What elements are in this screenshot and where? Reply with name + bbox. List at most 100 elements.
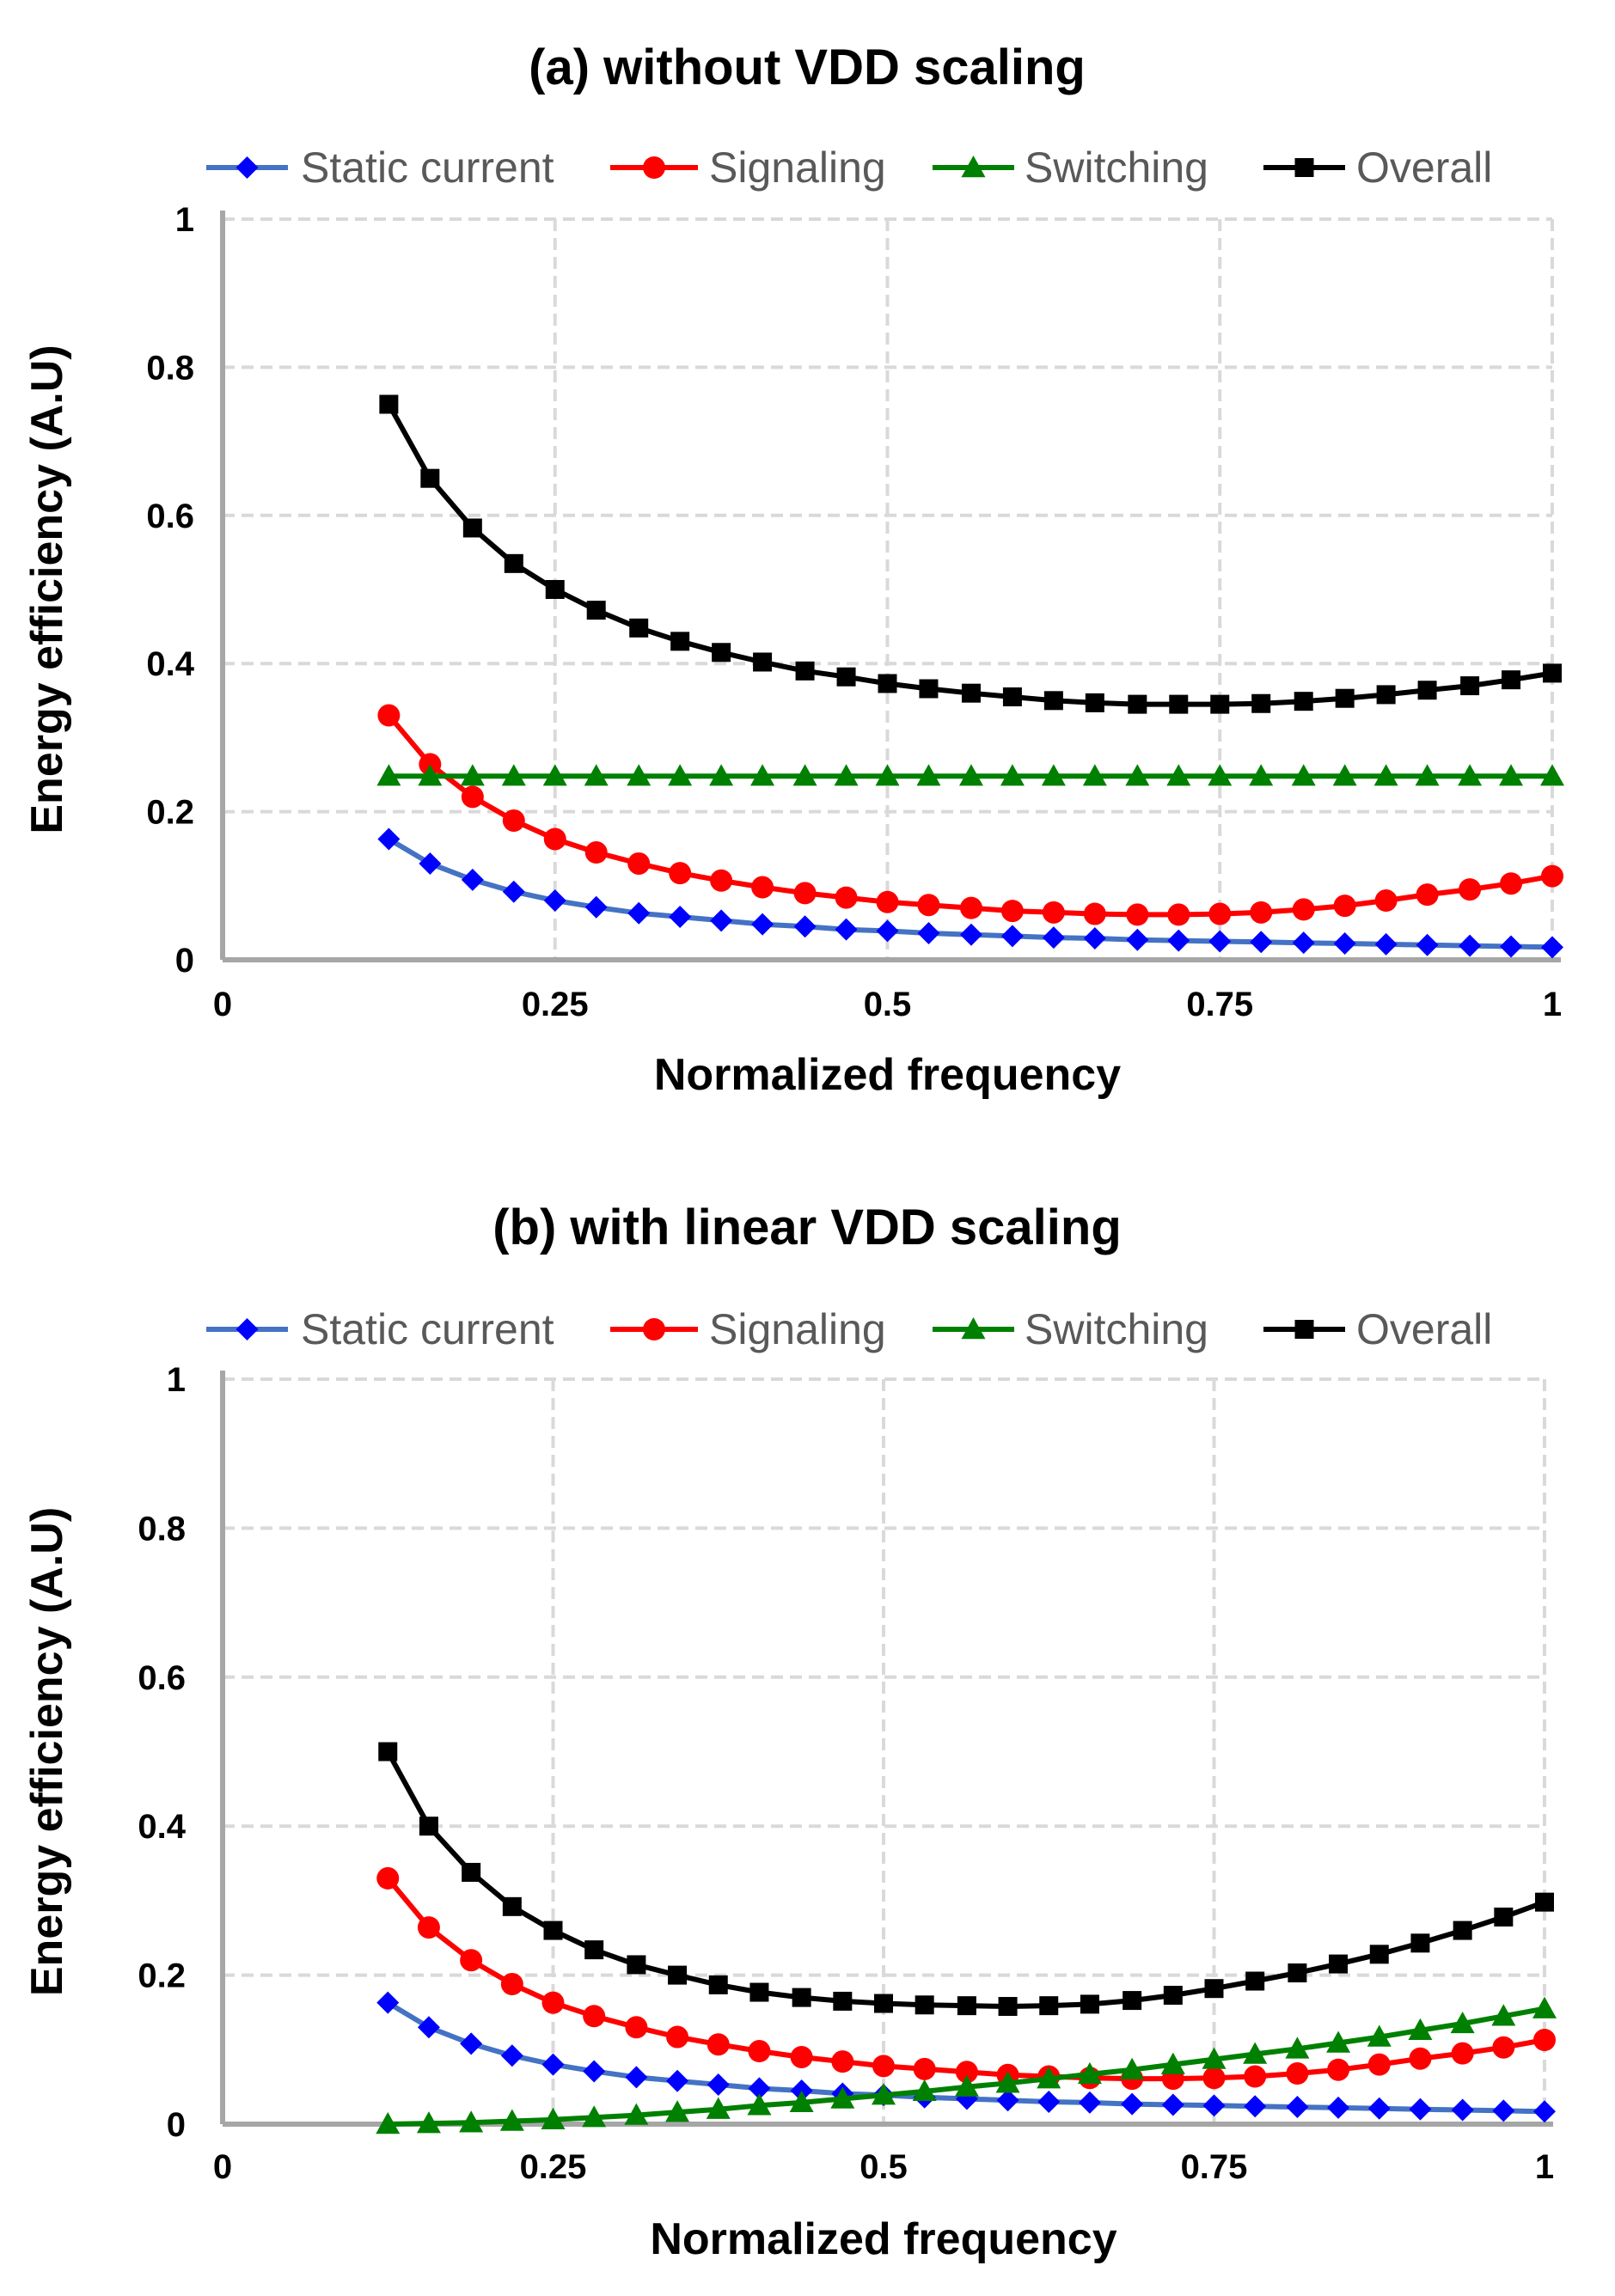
data-point [1450,2011,1475,2034]
data-point [1499,764,1524,786]
data-point [1333,895,1356,918]
data-point [1532,1996,1557,2018]
legend-label: Signaling [709,1305,886,1353]
data-point [1491,2004,1516,2026]
data-point [1541,936,1563,959]
data-point [624,2103,649,2125]
x-tick-label: 0.25 [522,986,589,1023]
data-point [751,876,774,899]
data-point [1292,898,1315,921]
data-point [502,1896,522,1916]
data-point [460,2032,483,2055]
data-point [627,764,652,786]
data-point [417,1916,440,1939]
data-point [753,652,773,672]
data-point [917,894,940,917]
data-point [878,674,897,693]
data-point [834,764,859,786]
data-point [500,2044,523,2067]
data-point [913,2057,936,2080]
data-point [1492,2036,1515,2059]
legend-marker [1294,158,1314,177]
data-point [835,886,858,909]
data-point [461,785,484,809]
data-point [1369,1945,1389,1964]
data-point [1249,764,1274,786]
legend-marker [1294,1320,1314,1339]
data-point [919,679,939,699]
data-point [1533,2029,1556,2052]
data-point [500,1973,523,1996]
data-point [1080,1994,1099,2014]
data-point [1078,2091,1101,2114]
legend-marker [236,156,259,179]
data-point [1243,2042,1268,2064]
chart-title: (a) without VDD scaling [529,40,1086,95]
y-axis-title: Energy efficiency (A.U) [22,1507,72,1996]
data-point [627,901,651,925]
data-point [1417,681,1437,700]
chart-panel-b: (b) with linear VDD scaling Static curren… [22,1200,1557,2264]
data-point [541,2107,566,2129]
data-point [1326,2030,1351,2053]
data-point [1160,2052,1185,2074]
y-tick-label: 0.2 [138,1957,186,1995]
data-point [793,915,817,938]
data-point [1374,889,1398,913]
data-point [543,1920,563,1940]
data-point [998,1997,1018,2017]
data-point [1333,932,1356,956]
series-static-current [376,1991,1556,2123]
data-point [1202,2094,1226,2117]
data-point [1128,694,1147,714]
y-tick-label: 0.8 [138,1510,186,1548]
data-point [584,841,608,864]
data-point [1459,878,1482,901]
data-point [1492,2099,1515,2122]
x-axis-title: Normalized frequency [654,1050,1121,1100]
data-point [669,906,692,929]
data-point [376,1991,400,2014]
x-tick-label: 0.25 [520,2148,587,2186]
data-point [1374,932,1398,956]
data-point [420,468,440,488]
data-point [1294,692,1313,711]
data-point [376,764,401,786]
data-point [666,2025,689,2049]
data-point [1416,933,1439,956]
data-point [1408,2018,1433,2040]
data-point [792,764,817,786]
y-tick-label: 0.6 [138,1659,186,1697]
x-tick-label: 0.75 [1181,2148,1248,2186]
data-point [1292,931,1315,955]
data-point [1202,2047,1227,2069]
data-point [1244,2095,1267,2118]
series-signaling [377,704,1563,926]
data-point [1327,2096,1350,2119]
data-point [1459,934,1482,957]
data-point [1126,903,1149,926]
data-point [419,1817,438,1836]
data-point [1037,2067,1061,2089]
data-point [707,2033,730,2056]
legend-item: Static current [206,144,554,192]
data-point [1291,764,1316,786]
data-point [1543,663,1562,683]
data-point [706,2097,731,2119]
data-point [1502,670,1521,690]
data-point [1244,2065,1267,2088]
legend-item: Overall [1263,1305,1492,1353]
data-point [462,1862,481,1882]
data-point [1083,927,1106,950]
data-point [627,1955,646,1975]
data-point [872,2083,896,2105]
legend-label: Overall [1356,1305,1492,1353]
y-tick-label: 1 [175,201,194,239]
data-point [961,683,981,703]
data-point [1082,764,1107,786]
series-line [387,713,1553,918]
data-point [1367,2053,1391,2076]
series-switching [376,1996,1557,2134]
data-point [502,809,525,832]
data-point [1329,1954,1349,1974]
